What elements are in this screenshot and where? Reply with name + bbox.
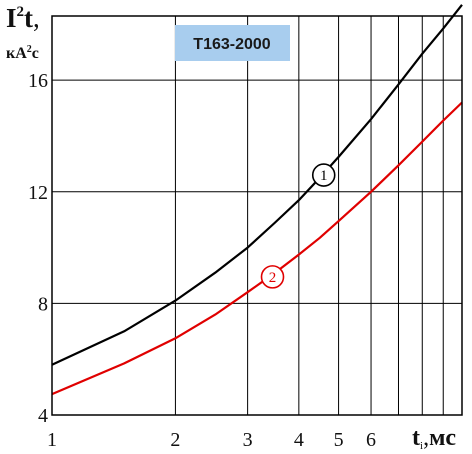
x-tick-label: 5 [334,429,344,451]
y-axis-comma: , [33,3,40,33]
x-tick-label: 3 [243,429,253,451]
y-axis-symbol-superscript: 2 [17,4,25,20]
x-tick-label: 2 [170,429,180,451]
x-axis-unit: мс [429,425,456,451]
y-tick-label: 8 [38,293,48,315]
y-tick-label: 16 [28,70,48,92]
x-axis-comma: , [423,425,429,451]
series-marker-label-2: 2 [269,270,277,286]
series-line-2 [51,101,463,396]
x-axis-subscript: i [420,440,423,452]
grid-lines [52,16,462,415]
series-line-1 [51,4,463,366]
y-tick-labels: 4 8 12 16 [28,70,48,427]
x-axis-title: ti,мс [412,425,456,452]
y-axis-unit-superscript: 2 [27,44,32,55]
x-axis-symbol: t [412,425,420,451]
x-tick-label: 6 [366,429,376,451]
series-marker-2 [260,265,285,289]
title-badge: T163-2000 [175,25,290,61]
x-tick-label: 4 [294,429,304,451]
y-axis-unit: кА2с [6,44,39,62]
series-layer: 12 [51,4,463,396]
x-tick-label: 1 [47,429,57,451]
title-badge-background [175,25,290,61]
y-tick-label: 12 [28,182,48,204]
chart-title: T163-2000 [193,36,270,53]
y-tick-label: 4 [38,405,48,427]
series-marker-label-1: 1 [320,168,328,184]
y-axis-symbol-after: t [24,3,33,33]
series-marker-1 [311,163,336,187]
y-axis-unit-part-a: кА [6,45,27,62]
plot-frame [51,15,463,416]
y-axis-symbol: I [6,3,17,33]
y-axis-unit-part-b: с [32,45,39,62]
y-axis-title: I2t, [6,3,40,33]
